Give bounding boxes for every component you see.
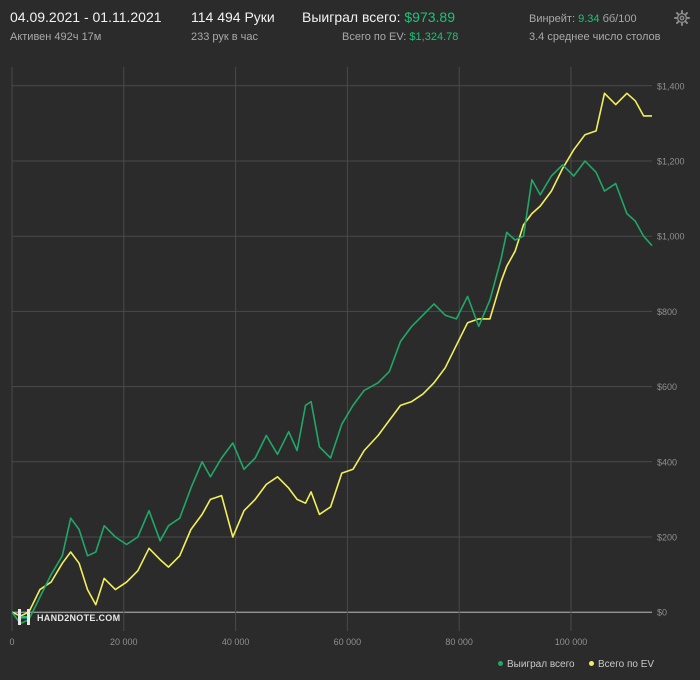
date-range: 04.09.2021 - 01.11.2021 xyxy=(10,9,162,25)
ev-total: Всего по EV: $1,324.78 xyxy=(342,31,458,43)
logo-bar-right xyxy=(27,609,30,625)
logo-bar-left xyxy=(18,609,21,625)
y-tick-label: $400 xyxy=(657,457,677,467)
x-tick-label: 20 000 xyxy=(110,637,138,647)
won-total-value: $973.89 xyxy=(404,9,455,25)
y-tick-label: $1,000 xyxy=(657,232,685,242)
legend-label-ev: Всего по EV xyxy=(598,659,655,670)
ev-series-line xyxy=(11,92,652,617)
hands-per-hour: 233 рук в час xyxy=(191,31,259,43)
legend-dot-ev xyxy=(589,660,594,666)
profit-chart: $0 $200 $400 $600 $800 $1,000 $1,200 $1,400 0 20… xyxy=(9,67,685,647)
watermark-text: HAND2NOTE.COM xyxy=(37,613,120,623)
hands-total: 114 494 Руки xyxy=(191,9,275,25)
x-tick-label: 40 000 xyxy=(222,637,250,647)
x-tick-label: 80 000 xyxy=(445,637,473,647)
legend-item-won[interactable]: Выиграл всего xyxy=(498,659,575,673)
winrate-value: 9.34 xyxy=(578,13,600,25)
x-axis: 0 20 000 40 000 60 000 80 000 100 000 xyxy=(9,637,587,647)
x-tick-label: 100 000 xyxy=(555,637,588,647)
summary-header: 04.09.2021 - 01.11.2021 Активен 492ч 17м… xyxy=(0,0,700,50)
logo-bar-mid xyxy=(21,616,27,619)
gear-icon[interactable] xyxy=(674,10,690,26)
winrate-label: Винрейт: xyxy=(529,13,576,25)
y-tick-label: $1,400 xyxy=(657,81,685,91)
y-tick-label: $800 xyxy=(657,307,677,317)
ev-total-label: Всего по EV: xyxy=(342,31,407,43)
x-tick-label: 0 xyxy=(9,637,14,647)
hand2note-logo: HAND2NOTE.COM xyxy=(18,609,120,625)
series-lines xyxy=(11,92,653,625)
avg-tables: 3.4 среднее число столов xyxy=(529,31,661,43)
won-total: Выиграл всего: $973.89 xyxy=(302,9,455,25)
y-tick-label: $1,200 xyxy=(657,157,685,167)
winrate: Винрейт: 9.34 бб/100 xyxy=(529,13,637,25)
legend-label-won: Выиграл всего xyxy=(507,659,575,670)
winrate-unit: бб/100 xyxy=(602,13,637,25)
legend-item-ev[interactable]: Всего по EV xyxy=(589,659,654,673)
won-series-line xyxy=(11,160,653,625)
y-tick-label: $0 xyxy=(657,608,667,618)
y-tick-label: $200 xyxy=(657,533,677,543)
grid xyxy=(11,67,652,631)
y-axis: $0 $200 $400 $600 $800 $1,000 $1,200 $1,400 xyxy=(657,81,685,617)
y-tick-label: $600 xyxy=(657,382,677,392)
won-total-label: Выиграл всего: xyxy=(302,9,401,25)
active-time: Активен 492ч 17м xyxy=(10,31,102,43)
ev-total-value: $1,324.78 xyxy=(409,31,459,43)
legend-dot-won xyxy=(498,660,503,666)
x-tick-label: 60 000 xyxy=(334,637,362,647)
